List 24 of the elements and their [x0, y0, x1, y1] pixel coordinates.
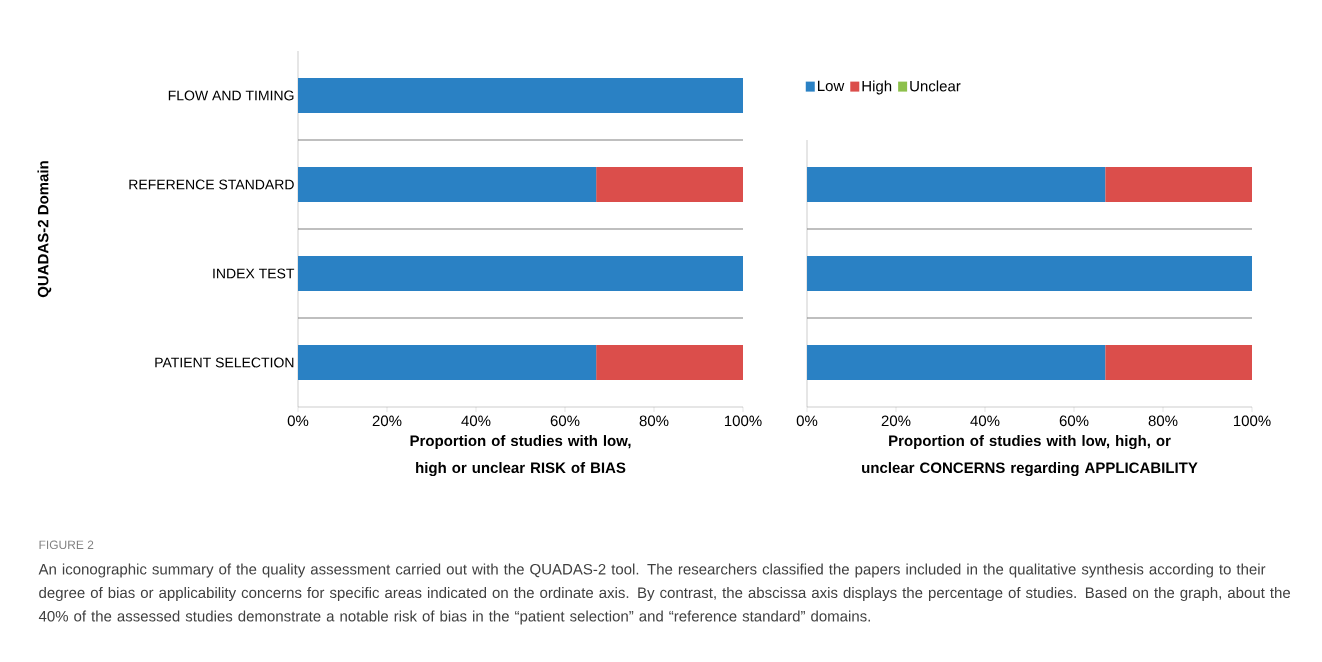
x-axis-title: Proportion of studies with low, high or unclear RISK of BIAS — [410, 435, 631, 477]
x-tick-label: 20% — [881, 415, 911, 427]
x-tick-label: 80% — [1148, 415, 1178, 427]
legend-label: Unclear — [910, 80, 961, 92]
x-tick-label: 0% — [796, 415, 818, 427]
y-tick-label: REFERENCE STANDARD — [129, 179, 294, 190]
y-tick-label: PATIENT SELECTION — [155, 357, 294, 368]
y-tick-label: FLOW AND TIMING — [168, 90, 294, 101]
x-tick-label: 40% — [970, 415, 1000, 427]
x-tick-label: 80% — [639, 415, 669, 427]
x-tick-label: 60% — [1059, 415, 1089, 427]
x-tick-label: 60% — [550, 415, 580, 427]
y-axis-title: QUADAS-2 Domain — [37, 161, 52, 298]
legend-label: High — [862, 80, 892, 95]
legend-label: Low — [817, 80, 845, 92]
caption: FIGURE 2 — [39, 540, 94, 550]
y-tick-label: INDEX TEST — [213, 268, 295, 279]
x-tick-label: 40% — [461, 415, 491, 427]
x-tick-label: 0% — [287, 415, 309, 427]
x-tick-label: 20% — [372, 415, 402, 427]
x-tick-label: 100% — [1233, 415, 1271, 427]
text: An iconographic summary of the quality assessment carried out with the QUADAS-2 tool. The researchers classified the papers included in the qualitative synthesis according to their degree of bias or applicability concerns for specific areas indicated on the ordinate axis. By contrast, the abscissa axis displays the percentage of studies. Based on the graph, about the 40% of the assessed studies demonstrate a notable risk of bias in the “patient selection” and “reference standard” domains. — [38, 563, 1291, 625]
x-axis-title: Proportion of studies with low, high, or unclear CONCERNS regarding APPLICABILITY — [862, 435, 1198, 477]
x-tick-label: 100% — [724, 415, 762, 427]
